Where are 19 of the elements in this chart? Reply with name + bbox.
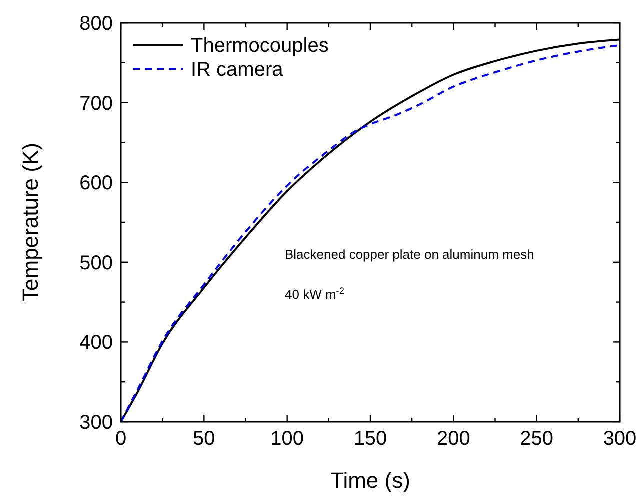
x-tick-label: 0 <box>115 428 127 450</box>
y-tick-label: 400 <box>80 332 113 354</box>
x-axis-title: Time (s) <box>330 468 410 493</box>
y-tick-label: 800 <box>80 13 113 35</box>
y-tick-label: 300 <box>80 412 113 434</box>
annotation: Blackened copper plate on aluminum mesh <box>285 247 534 262</box>
legend-label: Thermocouples <box>191 35 329 57</box>
x-tick-label: 150 <box>354 428 388 450</box>
x-tick-label: 50 <box>193 428 216 450</box>
y-tick-label: 700 <box>80 92 113 115</box>
y-axis-title: Temperature (K) <box>18 143 43 302</box>
legend-label: IR camera <box>191 59 284 81</box>
x-tick-label: 100 <box>270 428 304 450</box>
y-tick-label: 500 <box>80 252 113 274</box>
annotation: 40 kW m$^{-2}$ <box>285 286 344 302</box>
x-tick-label: 300 <box>603 428 637 450</box>
x-tick-label: 250 <box>520 428 554 450</box>
y-tick-label: 600 <box>80 172 113 195</box>
x-tick-label: 200 <box>436 428 470 450</box>
